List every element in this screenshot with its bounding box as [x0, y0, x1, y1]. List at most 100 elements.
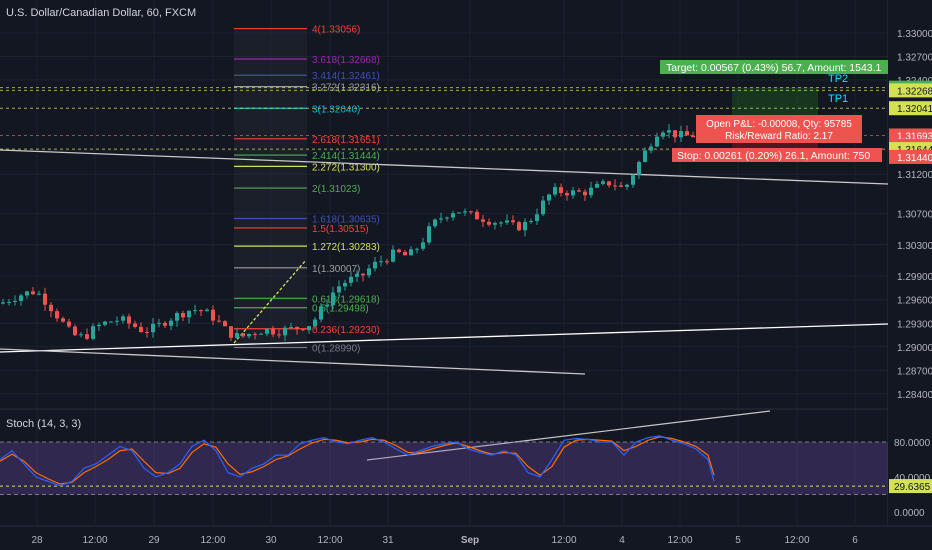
candle-body	[457, 212, 461, 214]
candle-body	[67, 321, 71, 327]
candle	[127, 313, 131, 329]
candle-body	[343, 282, 347, 287]
candle-body	[427, 226, 431, 243]
price-tick-label: 1.29300	[897, 319, 932, 330]
candle-body	[85, 334, 89, 339]
candle	[649, 143, 653, 154]
candle	[19, 293, 23, 306]
candle-body	[625, 184, 629, 187]
fib-level-label: 3.272(1.32316)	[312, 83, 380, 94]
target-text: Target: 0.00567 (0.43%) 56.7, Amount: 15…	[666, 62, 882, 74]
candle	[139, 322, 143, 333]
candle-body	[313, 319, 317, 327]
candle	[445, 216, 449, 222]
candle-body	[79, 334, 83, 336]
candle	[583, 189, 587, 202]
candle	[499, 221, 503, 228]
candle	[427, 222, 431, 245]
candle	[601, 179, 605, 186]
candle	[349, 271, 353, 287]
candle-body	[319, 306, 323, 320]
fib-level-label: 2.272(1.31300)	[312, 162, 380, 173]
trendline-3[interactable]	[233, 259, 307, 344]
fib-level-label: 0.5(1.29498)	[312, 304, 369, 315]
stoch-tick-label: 80.0000	[894, 438, 931, 449]
candle	[457, 212, 461, 214]
candle-body	[655, 136, 659, 147]
time-tick-label: 30	[265, 535, 277, 546]
time-tick-label: 12:00	[200, 535, 225, 546]
candle-body	[13, 300, 17, 302]
stoch-tick-label: 0.0000	[894, 508, 925, 519]
candle	[271, 325, 275, 337]
candle	[409, 246, 413, 256]
candle-body	[307, 326, 311, 331]
time-axis-background	[0, 526, 932, 550]
candle-body	[517, 222, 521, 231]
candle-body	[289, 326, 293, 328]
candle	[301, 328, 305, 332]
candle	[283, 325, 287, 342]
candle	[679, 125, 683, 143]
candle	[517, 220, 521, 232]
candle-body	[583, 191, 587, 196]
candle-body	[685, 131, 689, 136]
fib-level-label: 2.414(1.31444)	[312, 151, 380, 162]
candle	[685, 125, 689, 136]
candle-body	[523, 221, 527, 231]
price-axis[interactable]: 1.330001.327001.324001.315001.312001.307…	[888, 0, 932, 550]
candle-body	[475, 211, 479, 220]
candle-body	[481, 219, 485, 222]
candle-body	[379, 261, 383, 263]
candle-body	[103, 321, 107, 325]
candle	[493, 221, 497, 230]
candle	[571, 187, 575, 199]
trendline-1[interactable]	[0, 323, 889, 353]
candle-body	[415, 248, 419, 250]
candle	[619, 182, 623, 188]
candle	[613, 179, 617, 191]
tp2-label: TP2	[828, 73, 848, 85]
candle-body	[223, 321, 227, 327]
stoch-tick-label: 40.0000	[894, 473, 931, 484]
price-badge-label: 1.31440	[897, 153, 932, 164]
fibonacci-extension-tool[interactable]: 4(1.33056) 3.618(1.32668) 3.414(1.32461)3.…	[234, 25, 380, 355]
time-axis[interactable]: 28 12:00 29 12:00 30 12:00 31 Sep 12:00 4 12:00 5 12…	[0, 525, 932, 550]
candle	[541, 196, 545, 217]
candle	[67, 318, 71, 328]
tp1-label: TP1	[828, 93, 848, 105]
candle	[379, 255, 383, 267]
candle-body	[445, 217, 449, 219]
price-tick-label: 1.29600	[897, 296, 932, 307]
candle	[169, 318, 173, 331]
candle-body	[439, 218, 443, 220]
trendline-0[interactable]	[0, 149, 889, 185]
candle-body	[193, 310, 197, 312]
candle-body	[295, 326, 299, 330]
candle-body	[175, 312, 179, 321]
candle	[331, 286, 335, 310]
candle-body	[649, 146, 653, 151]
candle-body	[187, 310, 191, 318]
candle	[547, 193, 551, 205]
candle-body	[169, 320, 173, 326]
candle	[193, 304, 197, 315]
candle-body	[565, 192, 569, 196]
candle-body	[205, 309, 209, 312]
candle-body	[133, 323, 137, 327]
candle-body	[229, 326, 233, 338]
candle-body	[631, 175, 635, 185]
candle	[43, 287, 47, 311]
candle-body	[73, 326, 77, 336]
time-tick-label: 12:00	[551, 535, 576, 546]
time-tick-label: 6	[852, 535, 858, 546]
trendlines[interactable]	[0, 149, 889, 461]
price-badge	[889, 83, 932, 98]
candle-body	[607, 181, 611, 186]
candle-body	[691, 135, 695, 138]
candle	[25, 290, 29, 299]
candle-body	[139, 326, 143, 333]
candle-body	[589, 187, 593, 196]
trendline-2[interactable]	[0, 348, 586, 375]
